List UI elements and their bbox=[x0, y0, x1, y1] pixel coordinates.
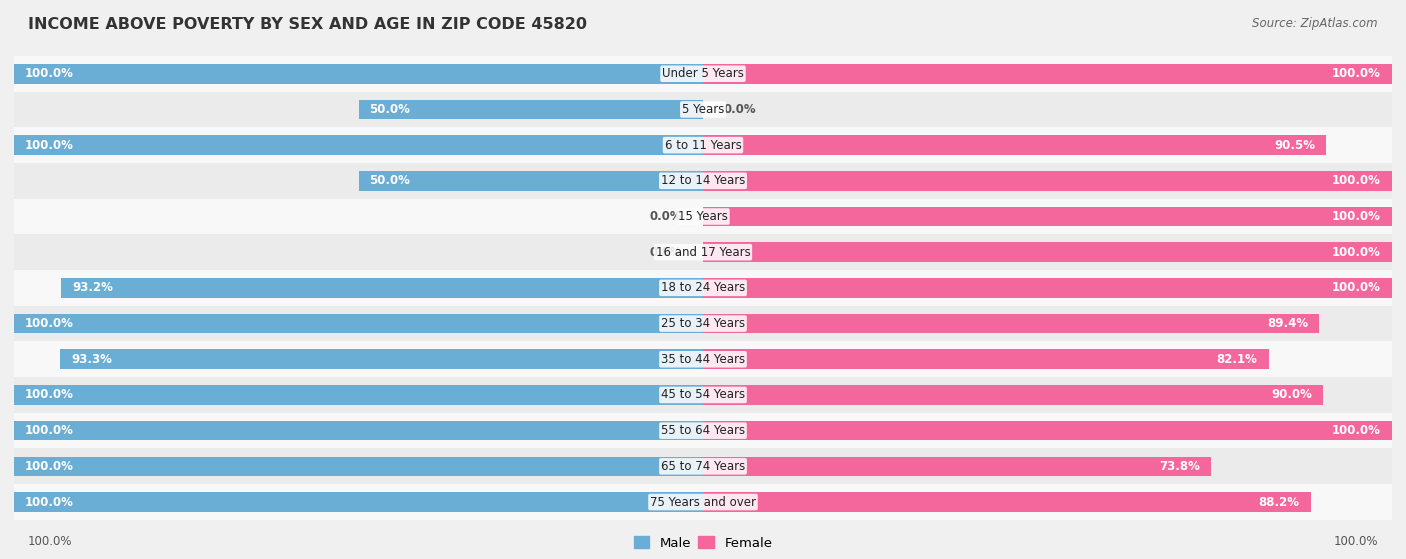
Bar bbox=[703, 207, 1392, 226]
Text: 18 to 24 Years: 18 to 24 Years bbox=[661, 281, 745, 295]
Text: 6 to 11 Years: 6 to 11 Years bbox=[665, 139, 741, 151]
Text: 88.2%: 88.2% bbox=[1258, 495, 1299, 509]
Text: 100.0%: 100.0% bbox=[1331, 246, 1381, 259]
Text: 100.0%: 100.0% bbox=[28, 535, 73, 548]
Bar bbox=[14, 484, 1392, 520]
Text: 75 Years and over: 75 Years and over bbox=[650, 495, 756, 509]
Text: 100.0%: 100.0% bbox=[1333, 535, 1378, 548]
Text: 35 to 44 Years: 35 to 44 Years bbox=[661, 353, 745, 366]
Text: 100.0%: 100.0% bbox=[25, 67, 75, 80]
Bar bbox=[14, 64, 703, 83]
Bar bbox=[14, 234, 1392, 270]
Text: Under 5 Years: Under 5 Years bbox=[662, 67, 744, 80]
Text: 93.3%: 93.3% bbox=[72, 353, 112, 366]
Text: 0.0%: 0.0% bbox=[724, 103, 756, 116]
Bar bbox=[60, 278, 703, 298]
Bar bbox=[359, 100, 703, 119]
Text: 93.2%: 93.2% bbox=[72, 281, 112, 295]
Text: 55 to 64 Years: 55 to 64 Years bbox=[661, 424, 745, 437]
Text: 82.1%: 82.1% bbox=[1216, 353, 1257, 366]
Text: 25 to 34 Years: 25 to 34 Years bbox=[661, 317, 745, 330]
Bar bbox=[703, 385, 1323, 405]
Bar bbox=[14, 163, 1392, 198]
Bar bbox=[14, 377, 1392, 413]
Bar bbox=[14, 306, 1392, 342]
Text: 100.0%: 100.0% bbox=[25, 495, 75, 509]
Bar bbox=[14, 421, 703, 440]
Text: 100.0%: 100.0% bbox=[1331, 174, 1381, 187]
Bar bbox=[703, 64, 1392, 83]
Bar bbox=[14, 92, 1392, 127]
Text: 73.8%: 73.8% bbox=[1160, 460, 1201, 473]
Text: 16 and 17 Years: 16 and 17 Years bbox=[655, 246, 751, 259]
Text: INCOME ABOVE POVERTY BY SEX AND AGE IN ZIP CODE 45820: INCOME ABOVE POVERTY BY SEX AND AGE IN Z… bbox=[28, 17, 588, 32]
Text: 100.0%: 100.0% bbox=[25, 460, 75, 473]
Bar bbox=[14, 492, 703, 512]
Bar bbox=[14, 270, 1392, 306]
Bar bbox=[703, 349, 1268, 369]
Bar bbox=[703, 171, 1392, 191]
Bar bbox=[14, 56, 1392, 92]
Text: 100.0%: 100.0% bbox=[25, 389, 75, 401]
Text: 0.0%: 0.0% bbox=[650, 246, 682, 259]
Bar bbox=[14, 385, 703, 405]
Legend: Male, Female: Male, Female bbox=[628, 531, 778, 555]
Text: 15 Years: 15 Years bbox=[678, 210, 728, 223]
Text: 100.0%: 100.0% bbox=[25, 317, 75, 330]
Text: 100.0%: 100.0% bbox=[1331, 67, 1381, 80]
Text: 100.0%: 100.0% bbox=[1331, 424, 1381, 437]
Text: 89.4%: 89.4% bbox=[1267, 317, 1308, 330]
Text: 5 Years: 5 Years bbox=[682, 103, 724, 116]
Bar bbox=[14, 448, 1392, 484]
Bar bbox=[703, 135, 1326, 155]
Text: 50.0%: 50.0% bbox=[370, 103, 411, 116]
Text: 12 to 14 Years: 12 to 14 Years bbox=[661, 174, 745, 187]
Text: 90.5%: 90.5% bbox=[1274, 139, 1316, 151]
Bar bbox=[14, 413, 1392, 448]
Bar bbox=[359, 171, 703, 191]
Text: 65 to 74 Years: 65 to 74 Years bbox=[661, 460, 745, 473]
Bar bbox=[60, 349, 703, 369]
Bar bbox=[703, 421, 1392, 440]
Bar bbox=[14, 127, 1392, 163]
Bar bbox=[14, 457, 703, 476]
Text: 0.0%: 0.0% bbox=[650, 210, 682, 223]
Text: 90.0%: 90.0% bbox=[1271, 389, 1312, 401]
Text: 45 to 54 Years: 45 to 54 Years bbox=[661, 389, 745, 401]
Bar bbox=[703, 243, 1392, 262]
Bar bbox=[14, 135, 703, 155]
Bar bbox=[703, 278, 1392, 298]
Text: 100.0%: 100.0% bbox=[1331, 281, 1381, 295]
Text: 100.0%: 100.0% bbox=[1331, 210, 1381, 223]
Text: 100.0%: 100.0% bbox=[25, 424, 75, 437]
Text: 100.0%: 100.0% bbox=[25, 139, 75, 151]
Bar bbox=[703, 492, 1310, 512]
Text: Source: ZipAtlas.com: Source: ZipAtlas.com bbox=[1253, 17, 1378, 30]
Bar bbox=[14, 342, 1392, 377]
Bar bbox=[703, 457, 1212, 476]
Bar bbox=[14, 198, 1392, 234]
Text: 50.0%: 50.0% bbox=[370, 174, 411, 187]
Bar bbox=[14, 314, 703, 333]
Bar bbox=[703, 314, 1319, 333]
